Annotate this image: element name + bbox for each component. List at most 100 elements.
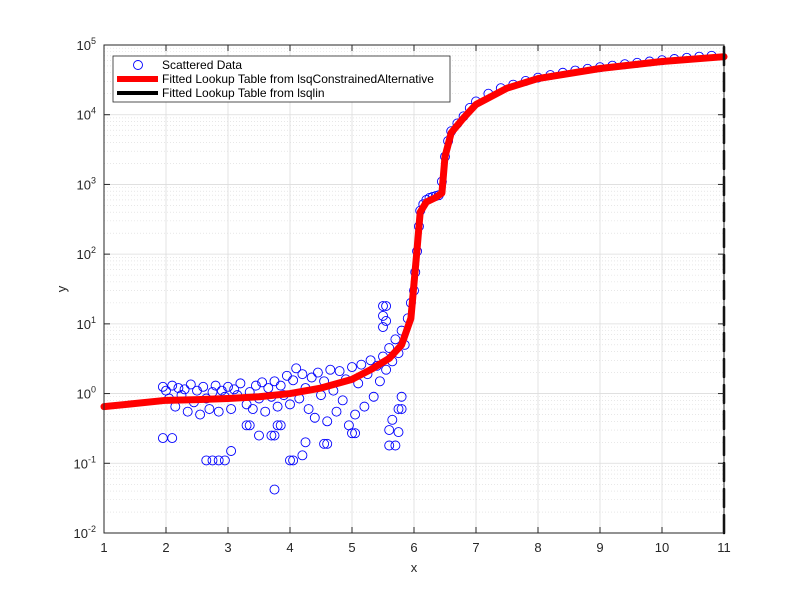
data-point <box>378 322 388 332</box>
data-point <box>306 372 317 383</box>
y-tick-label: 103 <box>77 175 96 192</box>
data-point <box>272 420 283 431</box>
legend-label-red: Fitted Lookup Table from lsqConstrainedA… <box>162 72 434 86</box>
x-tick-label: 8 <box>534 540 541 555</box>
data-point <box>272 401 283 412</box>
data-point <box>275 420 286 431</box>
x-tick-label: 6 <box>410 540 417 555</box>
data-point <box>300 437 311 448</box>
data-point <box>365 355 376 366</box>
legend-marker-scatter <box>133 60 143 70</box>
y-tick-label: 10-1 <box>74 454 96 471</box>
tick-layer: 1 2 3 4 5 6 7 8 9 10 11 10-2 10-1 100 101 102 103 104 105 <box>74 36 731 555</box>
data-point <box>393 427 404 438</box>
x-axis-label: x <box>411 560 418 575</box>
legend-box <box>112 55 451 103</box>
x-tick-label: 4 <box>286 540 293 555</box>
data-point <box>381 364 392 375</box>
data-point <box>387 414 398 425</box>
data-point <box>337 395 348 406</box>
data-point <box>331 406 342 417</box>
data-point <box>204 404 215 414</box>
data-point <box>288 455 299 466</box>
x-tick-label: 11 <box>717 540 731 555</box>
data-point <box>322 416 333 427</box>
data-point <box>319 438 330 449</box>
x-tick-label: 7 <box>472 540 479 555</box>
data-point <box>288 375 299 386</box>
data-point <box>359 401 370 412</box>
x-tick-label: 5 <box>348 540 355 555</box>
data-point <box>303 404 314 414</box>
data-point <box>195 409 206 420</box>
y-tick-label: 104 <box>77 106 96 123</box>
data-point <box>291 363 302 374</box>
data-point <box>244 420 255 431</box>
data-point <box>297 369 308 380</box>
y-tick-label: 10-2 <box>74 524 96 541</box>
data-point <box>260 406 271 417</box>
data-point <box>173 383 184 394</box>
x-tick-label: 2 <box>162 540 169 555</box>
data-point <box>207 455 218 466</box>
data-point <box>213 455 224 466</box>
y-tick-label: 102 <box>77 245 96 262</box>
data-point <box>384 440 395 451</box>
data-point <box>297 450 308 461</box>
lsq-constrained-fit-line <box>100 53 728 411</box>
legend-label-scatter: Scattered Data <box>162 58 242 72</box>
data-point <box>396 404 407 414</box>
data-point <box>309 412 320 423</box>
data-point <box>254 430 264 441</box>
data-point <box>384 343 395 353</box>
data-point <box>285 455 295 466</box>
data-point <box>201 455 212 466</box>
data-point <box>198 381 209 392</box>
data-point <box>223 381 233 392</box>
data-point <box>226 404 237 414</box>
y-tick-label: 101 <box>77 315 96 332</box>
data-point <box>378 301 388 312</box>
data-point <box>269 430 280 441</box>
data-point <box>235 378 246 389</box>
data-point <box>250 380 261 391</box>
data-point <box>368 391 379 402</box>
legend-label-black: Fitted Lookup Table from lsqlin <box>162 86 325 100</box>
data-point <box>213 406 224 417</box>
data-point <box>325 364 336 375</box>
data-point <box>179 384 190 395</box>
data-point <box>247 404 258 414</box>
data-point <box>219 455 230 466</box>
data-point <box>285 399 295 410</box>
data-point <box>167 433 178 444</box>
data-point <box>334 366 345 377</box>
data-point <box>347 428 357 439</box>
data-point <box>356 359 367 370</box>
data-point <box>229 384 240 395</box>
y-axis-label: y <box>54 285 69 292</box>
data-point <box>312 367 323 378</box>
x-tick-label: 3 <box>224 540 231 555</box>
data-point <box>241 420 252 431</box>
data-point <box>350 428 361 439</box>
data-point <box>257 377 268 388</box>
data-point <box>390 440 401 451</box>
data-point <box>393 404 404 414</box>
data-point <box>350 409 361 420</box>
data-point <box>266 430 277 441</box>
data-point <box>182 406 193 417</box>
data-point <box>226 446 237 456</box>
data-point <box>322 438 333 449</box>
x-tick-label: 9 <box>596 540 603 555</box>
data-point <box>381 301 392 312</box>
data-point <box>185 379 196 390</box>
y-tick-label: 105 <box>77 36 96 53</box>
x-tick-label: 1 <box>100 540 107 555</box>
data-point <box>384 425 395 435</box>
data-point <box>374 376 385 387</box>
data-point <box>378 310 388 321</box>
x-tick-label: 10 <box>655 540 669 555</box>
data-point <box>167 380 178 391</box>
